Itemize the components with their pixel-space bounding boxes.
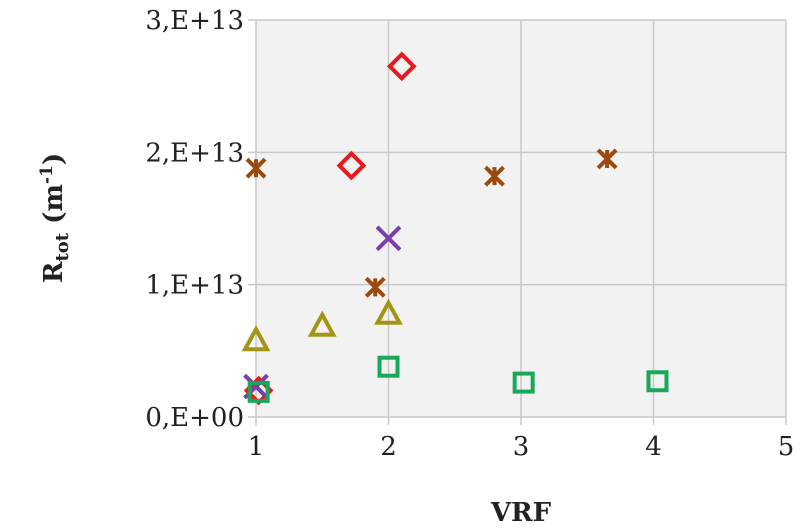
square-marker xyxy=(377,355,400,378)
asterisk-marker xyxy=(596,148,618,170)
y-tick-label: 0,E+00 xyxy=(145,403,244,433)
square-marker xyxy=(512,371,535,394)
x-tick-label: 2 xyxy=(380,432,397,462)
x-tick-labels: 1 2 3 4 5 xyxy=(248,432,795,462)
y-axis-title: Rtot (m-1) xyxy=(37,153,73,283)
y-tick-label: 3,E+13 xyxy=(145,6,244,36)
asterisk-marker xyxy=(245,157,267,179)
square-marker xyxy=(247,380,270,403)
y-axis-title-unit-close: ) xyxy=(39,153,69,165)
diamond-marker xyxy=(386,51,417,82)
asterisk-marker xyxy=(364,276,386,298)
y-axis-title-unit-open: (m xyxy=(39,184,69,233)
data-points xyxy=(241,51,669,406)
y-tick-label: 2,E+13 xyxy=(145,138,244,168)
diamond-marker xyxy=(336,150,367,181)
y-tick-label: 1,E+13 xyxy=(145,271,244,301)
triangle-marker xyxy=(307,310,337,337)
x-axis-title: VRF xyxy=(490,498,552,528)
y-axis-title-main: R xyxy=(39,261,69,283)
square-marker xyxy=(646,370,669,393)
y-tick-labels: 0,E+00 1,E+13 2,E+13 3,E+13 xyxy=(145,6,244,433)
triangle-marker xyxy=(374,298,403,325)
x-marker xyxy=(375,225,402,252)
y-axis-title-unit-sup: -1 xyxy=(37,165,57,184)
y-axis-title-sub: tot xyxy=(52,232,73,261)
x-tick-label: 1 xyxy=(248,432,265,462)
grid xyxy=(248,19,787,425)
x-tick-label: 5 xyxy=(778,432,795,462)
asterisk-marker xyxy=(484,165,505,187)
x-tick-label: 4 xyxy=(645,432,662,462)
x-tick-label: 3 xyxy=(513,432,530,462)
triangle-marker xyxy=(241,325,271,352)
